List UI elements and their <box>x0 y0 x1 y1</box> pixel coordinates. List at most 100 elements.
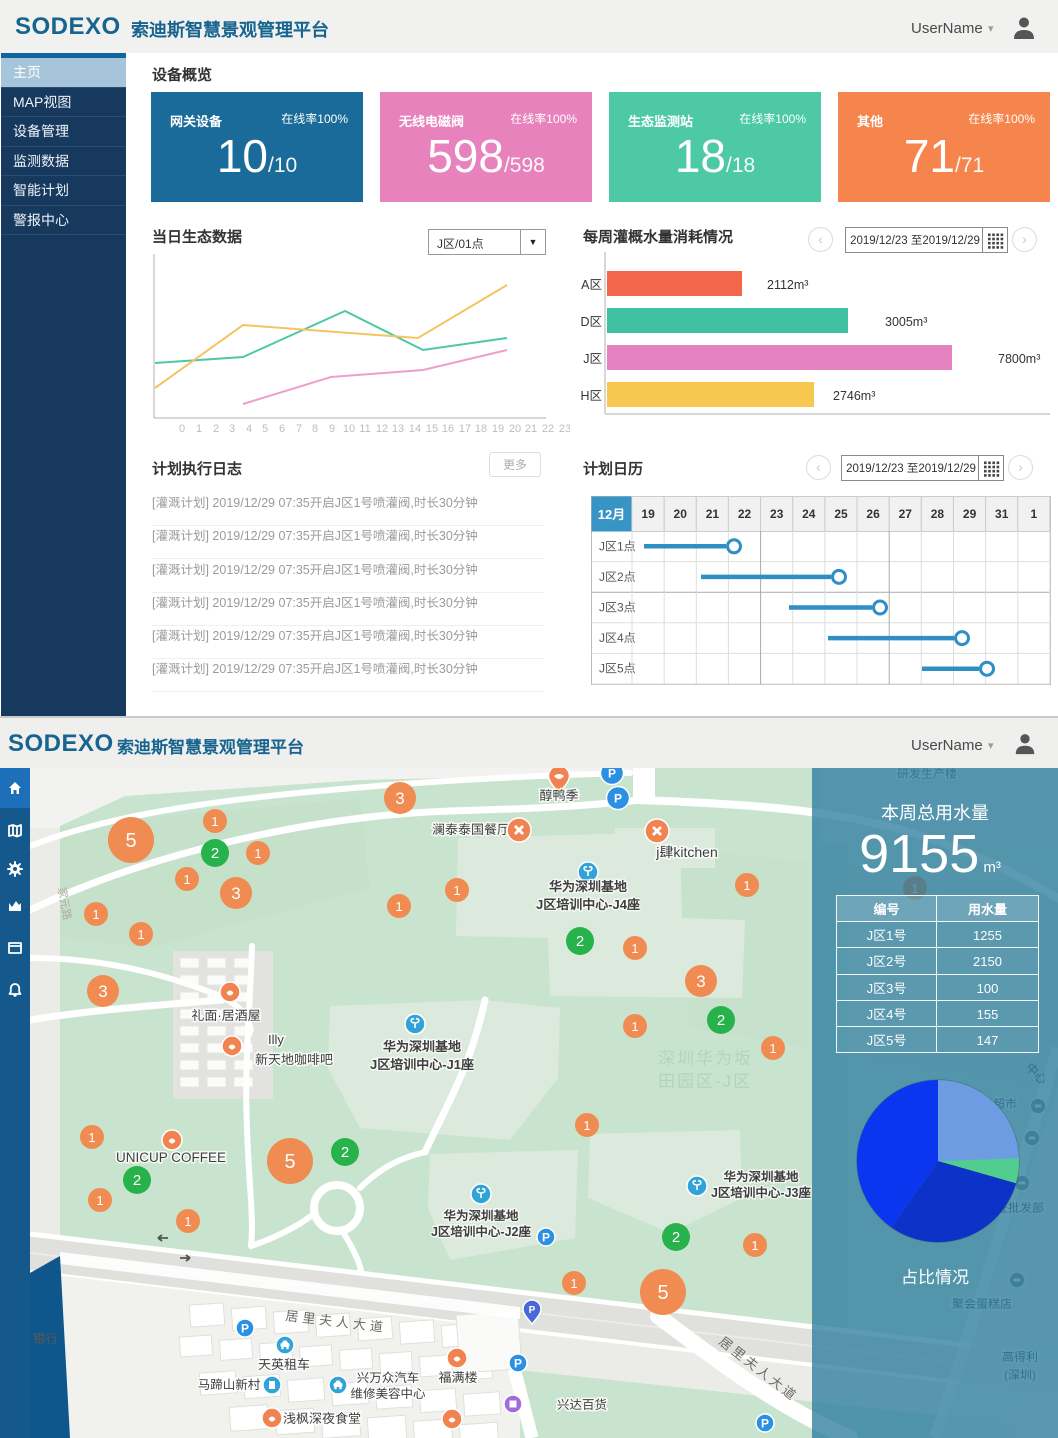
svg-text:新天地咖啡吧: 新天地咖啡吧 <box>255 1049 333 1068</box>
svg-text:银行: 银行 <box>33 1328 58 1347</box>
svg-text:1: 1 <box>184 1214 191 1229</box>
svg-text:1: 1 <box>137 927 144 942</box>
svg-text:华为深圳基地: 华为深圳基地 <box>443 1205 519 1224</box>
svg-text:1: 1 <box>631 1019 638 1034</box>
svg-text:新天地咖啡吧: 新天地咖啡吧 <box>255 1049 333 1068</box>
svg-text:礼面·居酒屋: 礼面·居酒屋 <box>191 1005 260 1024</box>
svg-text:H区: H区 <box>580 385 602 404</box>
svg-text:J区培训中心-J1座: J区培训中心-J1座 <box>370 1054 474 1073</box>
svg-text:1: 1 <box>211 814 218 829</box>
svg-text:UNICUP COFFEE: UNICUP COFFEE <box>116 1146 226 1166</box>
svg-text:兴达百货: 兴达百货 <box>557 1394 607 1413</box>
svg-text:7: 7 <box>296 423 302 435</box>
svg-text:P: P <box>529 1305 536 1316</box>
svg-text:1: 1 <box>196 423 202 435</box>
svg-text:10: 10 <box>343 423 355 435</box>
svg-text:19: 19 <box>492 423 504 435</box>
svg-text:UNICUP COFFEE: UNICUP COFFEE <box>116 1146 226 1166</box>
svg-text:J区: J区 <box>583 348 602 367</box>
svg-text:天英租车: 天英租车 <box>258 1354 310 1373</box>
svg-text:浅枫深夜食堂: 浅枫深夜食堂 <box>283 1408 361 1427</box>
svg-text:醇鸭季: 醇鸭季 <box>539 785 578 804</box>
svg-text:华为深圳基地: 华为深圳基地 <box>549 876 627 895</box>
svg-text:22: 22 <box>542 423 554 435</box>
svg-text:5: 5 <box>262 423 268 435</box>
svg-text:兴万众汽车: 兴万众汽车 <box>357 1367 420 1386</box>
svg-text:3: 3 <box>395 789 404 808</box>
svg-text:14: 14 <box>409 423 421 435</box>
svg-text:16: 16 <box>442 423 454 435</box>
svg-text:华为深圳基地: 华为深圳基地 <box>549 876 627 895</box>
svg-text:2: 2 <box>133 1172 141 1189</box>
svg-text:22: 22 <box>738 507 752 521</box>
svg-text:15: 15 <box>426 423 438 435</box>
svg-text:0: 0 <box>179 423 185 435</box>
svg-text:4: 4 <box>246 423 252 435</box>
svg-text:华为深圳基地: 华为深圳基地 <box>383 1036 461 1055</box>
svg-text:Illy: Illy <box>268 1029 284 1048</box>
svg-text:12: 12 <box>376 423 388 435</box>
svg-text:马蹄山新村: 马蹄山新村 <box>198 1374 261 1393</box>
svg-text:D区: D区 <box>580 311 602 330</box>
svg-text:20: 20 <box>674 507 688 521</box>
svg-text:3005m³: 3005m³ <box>885 315 927 329</box>
svg-text:马蹄山新村: 马蹄山新村 <box>198 1374 261 1393</box>
svg-text:澜泰泰国餐厅: 澜泰泰国餐厅 <box>432 819 510 838</box>
svg-text:5: 5 <box>284 1151 295 1173</box>
svg-text:28: 28 <box>931 507 945 521</box>
svg-text:6: 6 <box>279 423 285 435</box>
svg-text:29: 29 <box>963 507 977 521</box>
svg-text:2: 2 <box>211 845 219 862</box>
svg-text:2: 2 <box>576 933 584 950</box>
svg-text:13: 13 <box>392 423 404 435</box>
svg-text:1: 1 <box>631 941 638 956</box>
svg-text:J区1点: J区1点 <box>599 537 636 554</box>
svg-text:1: 1 <box>1031 507 1038 521</box>
svg-text:浅枫深夜食堂: 浅枫深夜食堂 <box>283 1408 361 1427</box>
svg-text:J区4点: J区4点 <box>599 629 636 646</box>
svg-text:A区: A区 <box>581 274 602 293</box>
svg-text:3: 3 <box>98 982 107 1001</box>
svg-text:25: 25 <box>834 507 848 521</box>
svg-text:J区培训中心-J1座: J区培训中心-J1座 <box>371 1054 474 1073</box>
svg-text:j肆kitchen: j肆kitchen <box>655 842 717 862</box>
svg-text:1: 1 <box>583 1118 590 1133</box>
svg-text:j肆kitchen: j肆kitchen <box>655 842 717 862</box>
svg-text:P: P <box>542 1231 550 1245</box>
svg-text:2: 2 <box>213 423 219 435</box>
svg-text:31: 31 <box>995 507 1009 521</box>
svg-text:24: 24 <box>802 507 816 521</box>
svg-text:3: 3 <box>229 423 235 435</box>
svg-text:J区2点: J区2点 <box>599 568 636 585</box>
svg-text:福满楼: 福满楼 <box>438 1367 477 1386</box>
svg-text:1: 1 <box>751 1238 758 1253</box>
svg-text:J区3点: J区3点 <box>599 599 636 616</box>
svg-text:17: 17 <box>459 423 471 435</box>
svg-text:8: 8 <box>312 423 318 435</box>
svg-text:2746m³: 2746m³ <box>833 389 875 403</box>
svg-text:田园区-J区: 田园区-J区 <box>658 1067 752 1092</box>
svg-text:18: 18 <box>475 423 487 435</box>
svg-text:家元路: 家元路 <box>54 886 75 921</box>
svg-text:J区培训中心-J2座: J区培训中心-J2座 <box>432 1221 531 1240</box>
svg-text:1: 1 <box>183 872 190 887</box>
svg-text:兴万众汽车: 兴万众汽车 <box>357 1367 420 1386</box>
svg-text:19: 19 <box>641 507 655 521</box>
svg-text:兴达百货: 兴达百货 <box>557 1394 607 1413</box>
svg-text:华为深圳基地: 华为深圳基地 <box>383 1036 461 1055</box>
svg-text:1: 1 <box>743 878 750 893</box>
svg-text:1: 1 <box>88 1130 95 1145</box>
svg-text:1: 1 <box>254 846 261 861</box>
svg-text:23: 23 <box>559 423 570 435</box>
svg-text:P: P <box>514 1357 522 1371</box>
svg-text:J区培训中心-J4座: J区培训中心-J4座 <box>537 894 640 913</box>
svg-text:澜泰泰国餐厅: 澜泰泰国餐厅 <box>432 819 510 838</box>
svg-text:1: 1 <box>96 1193 103 1208</box>
svg-text:深圳华为坂: 深圳华为坂 <box>658 1044 753 1069</box>
svg-text:5: 5 <box>657 1282 668 1304</box>
svg-text:3: 3 <box>696 972 705 991</box>
svg-text:J区5点: J区5点 <box>599 660 636 677</box>
svg-text:23: 23 <box>770 507 784 521</box>
svg-text:维修美容中心: 维修美容中心 <box>350 1383 426 1402</box>
svg-text:2: 2 <box>717 1012 725 1029</box>
